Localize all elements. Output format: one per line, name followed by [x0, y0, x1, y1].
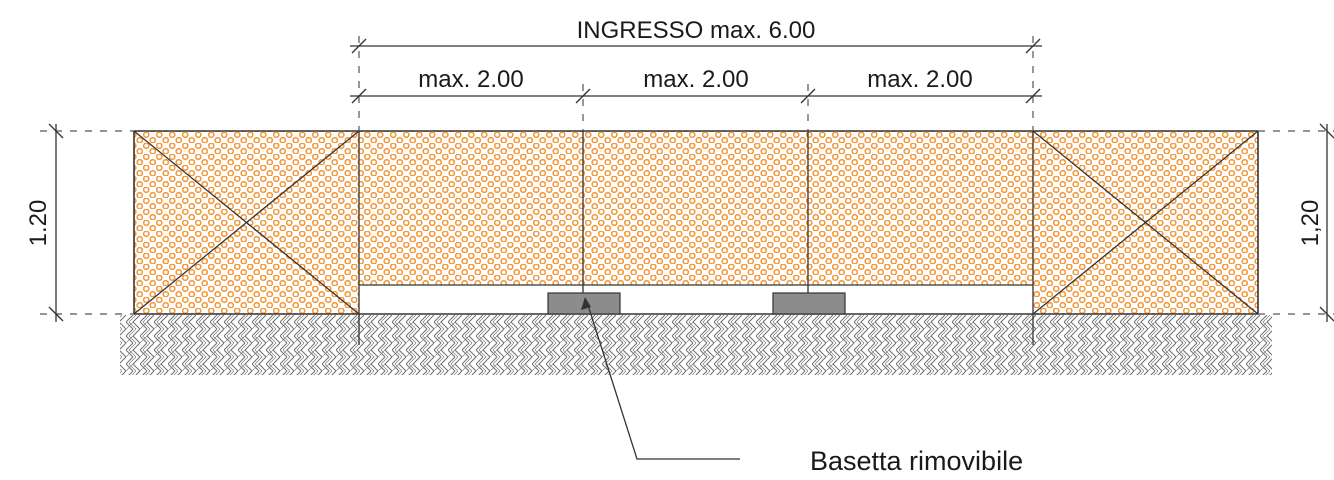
section-dimension: max. 2.00 max. 2.00 max. 2.00: [350, 66, 1042, 104]
section-label-1: max. 2.00: [418, 66, 523, 93]
gate-panel-3: [808, 131, 1033, 285]
section-label-3: max. 2.00: [867, 66, 972, 93]
height-dimension-left: 1.20: [25, 123, 64, 322]
removable-base-2: [772, 292, 846, 315]
gate-panel-1: [359, 131, 583, 285]
ground-hatch: [120, 315, 1272, 375]
base-leader: Basetta rimovibile: [581, 297, 1023, 476]
base-note: Basetta rimovibile: [810, 446, 1023, 476]
height-dimension-right: 1,20: [1297, 123, 1334, 322]
brace-left-b: [133, 130, 360, 315]
entrance-label: INGRESSO max. 6.00: [577, 17, 816, 44]
gate-gap: [359, 285, 1033, 315]
brace-right-b: [1032, 130, 1259, 315]
height-label-right: 1,20: [1297, 200, 1324, 247]
gate-panel-2: [583, 131, 808, 285]
section-label-2: max. 2.00: [643, 66, 748, 93]
entrance-dimension: INGRESSO max. 6.00: [350, 17, 1042, 54]
height-label-left: 1.20: [25, 200, 52, 247]
